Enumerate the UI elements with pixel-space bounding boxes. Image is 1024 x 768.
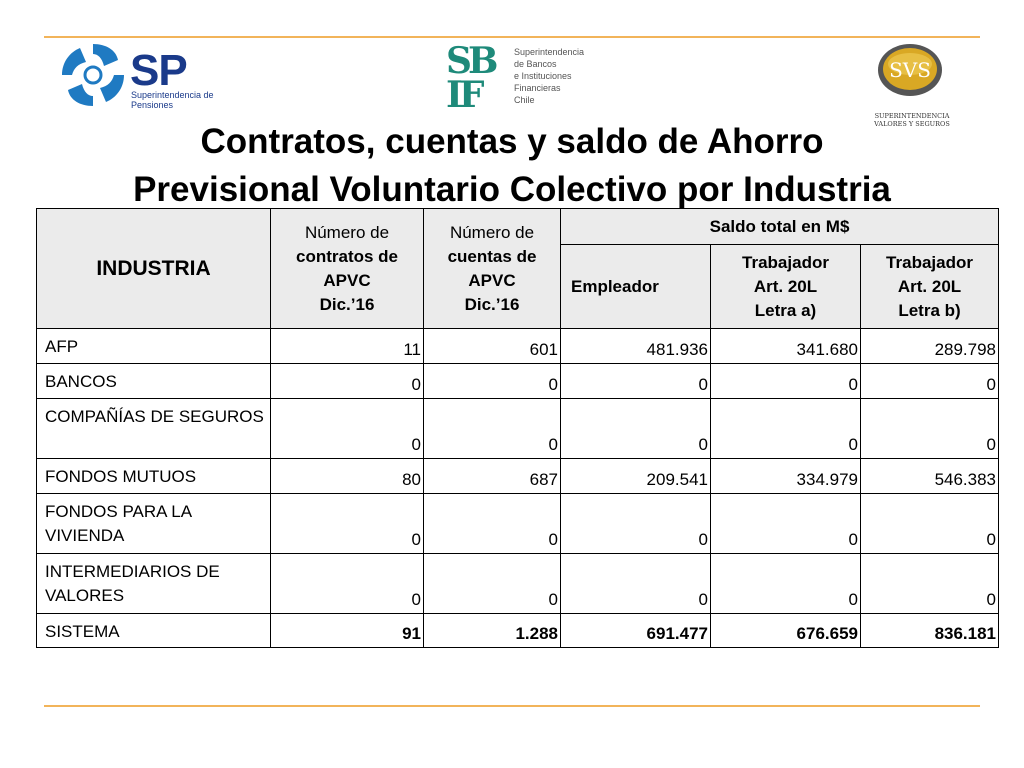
cell-empleador: 0 bbox=[560, 398, 711, 459]
table-row: INTERMEDIARIOS DE VALORES 0 0 0 0 0 bbox=[36, 553, 1000, 614]
table-row: BANCOS 0 0 0 0 0 bbox=[36, 363, 1000, 399]
header-trabajador-a: Trabajador Art. 20L Letra a) bbox=[710, 244, 861, 329]
row-label: FONDOS PARA LA VIVIENDA bbox=[36, 493, 271, 554]
cell-contratos: 0 bbox=[270, 363, 424, 399]
cell-trabajador-b: 0 bbox=[859, 363, 1000, 399]
cell-empleador: 691.477 bbox=[560, 613, 711, 648]
cell-cuentas: 0 bbox=[423, 398, 561, 459]
row-label: AFP bbox=[36, 328, 271, 364]
cell-trabajador-b: 546.383 bbox=[859, 458, 1000, 494]
sp-emblem-icon bbox=[62, 44, 124, 106]
cell-cuentas: 0 bbox=[423, 493, 561, 554]
table-row-total: SISTEMA 91 1.288 691.477 676.659 836.181 bbox=[36, 613, 1000, 648]
cell-trabajador-b: 0 bbox=[859, 493, 1000, 554]
table-row: FONDOS PARA LA VIVIENDA 0 0 0 0 0 bbox=[36, 493, 1000, 554]
header-cuentas: Número de cuentas de APVC Dic.’16 bbox=[423, 208, 561, 329]
cell-trabajador-a: 0 bbox=[710, 363, 861, 399]
cell-empleador: 209.541 bbox=[560, 458, 711, 494]
cell-trabajador-a: 0 bbox=[710, 553, 861, 614]
table-row: FONDOS MUTUOS 80 687 209.541 334.979 546… bbox=[36, 458, 1000, 494]
row-label: INTERMEDIARIOS DE VALORES bbox=[36, 553, 271, 614]
cell-contratos: 0 bbox=[270, 493, 424, 554]
cell-cuentas: 1.288 bbox=[423, 613, 561, 648]
row-label: SISTEMA bbox=[36, 613, 271, 648]
table-row: COMPAÑÍAS DE SEGUROS 0 0 0 0 0 bbox=[36, 398, 1000, 459]
sbif-logo-subtitle: Superintendencia de Bancos e Institucion… bbox=[514, 47, 585, 105]
header-industria: INDUSTRIA bbox=[36, 208, 271, 329]
cell-trabajador-a: 341.680 bbox=[710, 328, 861, 364]
cell-trabajador-b: 0 bbox=[859, 553, 1000, 614]
cell-trabajador-b: 0 bbox=[859, 398, 1000, 459]
cell-cuentas: 601 bbox=[423, 328, 561, 364]
cell-contratos: 91 bbox=[270, 613, 424, 648]
header-empleador: Empleador bbox=[560, 244, 711, 329]
svs-emblem-icon: SVS bbox=[878, 44, 942, 96]
cell-contratos: 11 bbox=[270, 328, 424, 364]
cell-empleador: 481.936 bbox=[560, 328, 711, 364]
svs-logo-word: SVS bbox=[889, 58, 931, 82]
top-divider bbox=[44, 36, 980, 38]
cell-trabajador-a: 0 bbox=[710, 493, 861, 554]
sp-logo-subtitle: Superintendencia de Pensiones bbox=[131, 90, 214, 110]
header-contratos: Número de contratos de APVC Dic.’16 bbox=[270, 208, 424, 329]
row-label: BANCOS bbox=[36, 363, 271, 399]
svs-logo-subtitle: SUPERINTENDENCIA VALORES Y SEGUROS bbox=[874, 112, 950, 128]
sp-logo: SP Superintendencia de Pensiones bbox=[58, 40, 218, 114]
cell-trabajador-a: 676.659 bbox=[710, 613, 861, 648]
table-row: AFP 11 601 481.936 341.680 289.798 bbox=[36, 328, 1000, 364]
svs-logo: SVS SUPERINTENDENCIA VALORES Y SEGUROS bbox=[870, 42, 954, 132]
cell-contratos: 0 bbox=[270, 398, 424, 459]
page-title: Contratos, cuentas y saldo de Ahorro Pre… bbox=[40, 118, 984, 214]
row-label: FONDOS MUTUOS bbox=[36, 458, 271, 494]
title-line-2: Previsional Voluntario Colectivo por Ind… bbox=[133, 170, 891, 209]
sbif-logo: SB IF Superintendencia de Bancos e Insti… bbox=[446, 40, 586, 118]
sp-logo-word: SP bbox=[130, 46, 188, 95]
row-label: COMPAÑÍAS DE SEGUROS bbox=[36, 398, 271, 459]
cell-trabajador-b: 836.181 bbox=[859, 613, 1000, 648]
sbif-mark: SB IF bbox=[446, 40, 498, 116]
header-saldo: Saldo total en M$ bbox=[559, 208, 1000, 245]
title-line-1: Contratos, cuentas y saldo de Ahorro bbox=[200, 122, 824, 161]
cell-trabajador-b: 289.798 bbox=[859, 328, 1000, 364]
header-trabajador-b: Trabajador Art. 20L Letra b) bbox=[859, 244, 1000, 329]
cell-contratos: 80 bbox=[270, 458, 424, 494]
cell-cuentas: 687 bbox=[423, 458, 561, 494]
cell-cuentas: 0 bbox=[423, 363, 561, 399]
cell-empleador: 0 bbox=[560, 493, 711, 554]
bottom-divider bbox=[44, 705, 980, 707]
cell-trabajador-a: 334.979 bbox=[710, 458, 861, 494]
cell-cuentas: 0 bbox=[423, 553, 561, 614]
cell-empleador: 0 bbox=[560, 553, 711, 614]
cell-contratos: 0 bbox=[270, 553, 424, 614]
cell-empleador: 0 bbox=[560, 363, 711, 399]
apvc-industry-table: INDUSTRIA Número de contratos de APVC Dic.’… bbox=[36, 208, 1000, 648]
cell-trabajador-a: 0 bbox=[710, 398, 861, 459]
